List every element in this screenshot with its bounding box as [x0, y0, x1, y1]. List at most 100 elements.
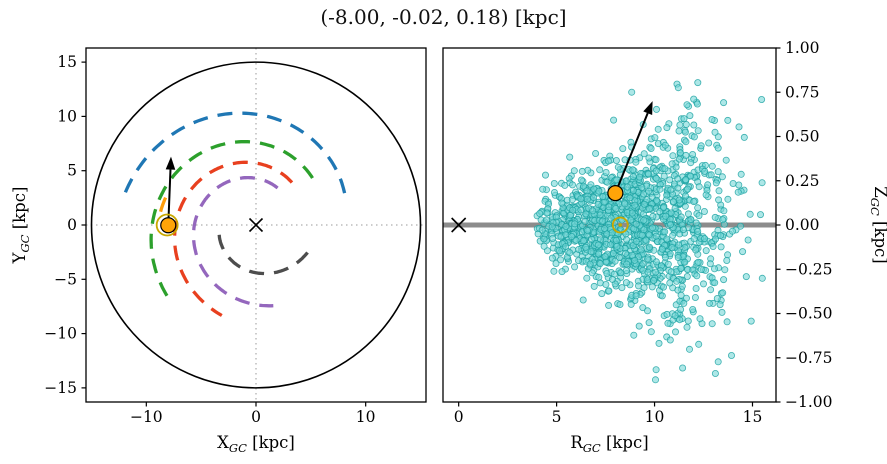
scatter-point	[664, 319, 672, 327]
scatter-point	[594, 241, 602, 249]
scatter-point	[689, 305, 697, 313]
y-tick-label: −10	[44, 325, 77, 343]
scatter-point	[627, 216, 635, 224]
scatter-point	[644, 255, 652, 263]
scatter-point	[683, 323, 691, 331]
y-tick-label: −0.75	[785, 349, 833, 367]
arrow-shaft	[614, 112, 649, 194]
scatter-point	[579, 237, 587, 245]
scatter-point	[550, 179, 558, 187]
scatter-point	[696, 315, 704, 323]
scatter-point	[645, 205, 653, 213]
scatter-point	[694, 227, 702, 235]
y-tick-label: −15	[44, 379, 77, 397]
scatter-point	[669, 198, 677, 206]
star-marker	[607, 185, 624, 202]
scatter-point	[648, 283, 656, 291]
tick-marks	[458, 47, 781, 407]
scatter-point	[542, 171, 550, 179]
scatter-point	[636, 173, 644, 181]
scatter-point	[568, 232, 576, 240]
scatter-point	[644, 268, 652, 276]
scatter-point	[578, 167, 586, 175]
scatter-point	[658, 292, 666, 300]
scatter-point	[645, 243, 653, 251]
velocity-arrow	[614, 101, 653, 194]
scatter-point	[601, 253, 609, 261]
scatter-point	[608, 275, 616, 283]
scatter-point	[715, 196, 723, 204]
scatter-point	[574, 257, 582, 265]
scatter-point	[675, 196, 683, 204]
scatter-point	[602, 280, 610, 288]
scatter-point	[680, 299, 688, 307]
scatter-point	[711, 128, 719, 136]
sun-marker-ring	[155, 213, 179, 237]
scatter-point	[758, 179, 766, 187]
sun-dot	[618, 223, 623, 227]
scatter-point	[638, 231, 646, 239]
scatter-point	[582, 210, 590, 218]
scatter-point	[674, 184, 682, 192]
scatter-point	[713, 294, 721, 302]
scatter-point	[643, 307, 651, 315]
scatter-point	[690, 133, 698, 141]
sun-marker	[611, 216, 629, 234]
scatter-point	[548, 223, 556, 231]
scatter-point	[694, 127, 702, 135]
scatter-point	[720, 207, 728, 215]
scatter-point	[740, 133, 748, 141]
scatter-point	[652, 105, 660, 113]
scatter-point	[682, 151, 690, 159]
scatter-point	[668, 244, 676, 252]
x-marker-stroke	[451, 217, 467, 233]
scatter-point	[666, 176, 674, 184]
scatter-point	[596, 260, 604, 268]
scatter-point	[673, 277, 681, 285]
scatter-point	[629, 173, 637, 181]
scatter-point	[617, 269, 625, 277]
scatter-point	[614, 163, 622, 171]
scatter-point	[581, 217, 589, 225]
scatter-point	[557, 256, 565, 264]
scatter-point	[690, 235, 698, 243]
scatter-point	[669, 231, 677, 239]
arrow-head	[643, 101, 653, 115]
scatter-point	[686, 112, 694, 120]
scatter-point	[613, 242, 621, 250]
scatter-point	[685, 345, 693, 353]
scatter-point	[628, 88, 636, 96]
scatter-point	[681, 192, 689, 200]
scatter-point	[666, 279, 674, 287]
scatter-point	[572, 236, 580, 244]
scatter-point	[711, 369, 719, 377]
scatter-point	[655, 339, 663, 347]
scatter-point	[687, 172, 695, 180]
scatter-point	[705, 139, 713, 147]
scatter-point	[711, 213, 719, 221]
scatter-point	[566, 211, 574, 219]
scatter-point	[667, 268, 675, 276]
scatter-point	[580, 182, 588, 190]
x-axis-label: XGC [kpc]	[217, 433, 295, 455]
scatter-point	[701, 235, 709, 243]
scatter-point	[605, 203, 613, 211]
scatter-point	[556, 247, 564, 255]
scatter-point	[651, 134, 659, 142]
scatter-point	[674, 175, 682, 183]
scatter-point	[681, 243, 689, 251]
x-tick-label: 0	[454, 408, 464, 426]
scatter-point	[568, 181, 576, 189]
x-tick-label: 10	[645, 408, 665, 426]
y-tick-label: 0.00	[785, 216, 820, 234]
scatter-point	[654, 125, 662, 133]
scatter-point	[639, 260, 647, 268]
y-tick-label: −1.00	[785, 393, 833, 411]
scatter-point	[599, 193, 607, 201]
scatter-point	[642, 236, 650, 244]
r-z-scatter-panel: 0 5 10 15 1.00 0.75 0.50 0.25 0.00 −0.25 −0.50 −0.7…	[442, 39, 887, 455]
y-tick-label: 5	[67, 162, 77, 180]
scatter-point	[711, 279, 719, 287]
scatter-point	[640, 200, 648, 208]
